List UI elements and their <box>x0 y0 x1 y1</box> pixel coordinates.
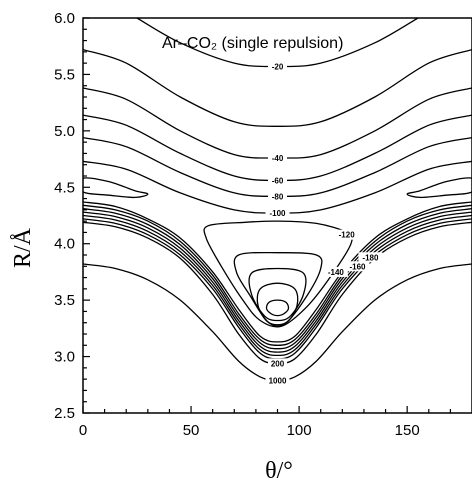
contour-label-bg <box>265 208 290 219</box>
contour-line-60-4 <box>83 136 472 197</box>
contour-label-10: 1000 <box>269 376 287 385</box>
contour-label-5: -120 <box>339 231 356 240</box>
contour-label-2: -60 <box>272 177 284 186</box>
contour-label-1: -40 <box>272 154 284 163</box>
contour-label-bg <box>268 191 287 202</box>
contour-label-bg <box>334 229 359 240</box>
contour-line-180-11 <box>83 218 472 360</box>
contour-line-180-20 <box>265 299 290 317</box>
y-tick-label: 5.5 <box>54 66 75 83</box>
contour-line-160-10 <box>83 214 472 357</box>
y-tick-label: 5.0 <box>54 123 75 140</box>
contour-line-100-6 <box>83 201 472 343</box>
contour-label-bg <box>268 175 287 186</box>
contour-label-bg <box>323 266 348 277</box>
contour-line-120-16 <box>203 220 353 328</box>
contour-line-20-1 <box>83 48 472 127</box>
contour-label-6: -140 <box>328 268 345 277</box>
axes: 0 50 100 150 2.5 3.0 3.5 4.0 4.5 5.0 5.5 6.0 <box>54 10 472 439</box>
contour-label-8: -180 <box>362 253 379 262</box>
contour-label-9: 200 <box>271 359 285 368</box>
contour-label-bg <box>268 152 287 163</box>
x-tick-label: 150 <box>395 422 420 439</box>
contour-line-40-2 <box>83 87 472 159</box>
y-tick-label: 3.0 <box>54 349 75 366</box>
contour-line-120-8 <box>83 208 472 350</box>
contour-label-bg <box>268 61 287 72</box>
contour-line-180-19 <box>256 282 299 326</box>
y-tick-label: 3.5 <box>54 292 75 309</box>
contour-line-100-14 <box>83 177 149 199</box>
y-tick-label: 2.5 <box>54 405 75 422</box>
contour-line-140-9 <box>83 211 472 353</box>
x-tick-label: 100 <box>287 422 312 439</box>
contour-line-160-18 <box>248 267 307 322</box>
contour-label-0: -20 <box>272 63 284 72</box>
contour-label-bg <box>265 375 290 386</box>
y-tick-label: 4.0 <box>54 236 75 253</box>
y-tick-label: 4.5 <box>54 179 75 196</box>
chart-title: Ar–CO₂ (single repulsion) <box>162 35 343 52</box>
contour-label-3: -80 <box>272 192 284 201</box>
x-tick-label: 0 <box>79 422 87 439</box>
y-axis-label: R/Å <box>10 227 36 268</box>
contour-line-100-15 <box>406 177 472 199</box>
contour-line-80-5 <box>83 160 472 214</box>
plot-area: -20 -40 -60 -80 -100 -120 -140 -160-180 200 1000 <box>83 18 472 386</box>
y-tick-label: 6.0 <box>54 10 75 27</box>
contour-label-bg <box>345 261 370 272</box>
contour-line-140-17 <box>233 251 323 327</box>
contour-label-bg <box>268 358 287 369</box>
x-tick-label: 50 <box>183 422 200 439</box>
contour-label-4: -100 <box>269 209 286 218</box>
contour-label-bg <box>358 252 383 263</box>
x-axis-label: θ/° <box>265 458 293 484</box>
contour-line-100-7 <box>83 204 472 346</box>
contour-line-40-3 <box>83 114 472 182</box>
contour-label-7: -160 <box>349 262 366 271</box>
